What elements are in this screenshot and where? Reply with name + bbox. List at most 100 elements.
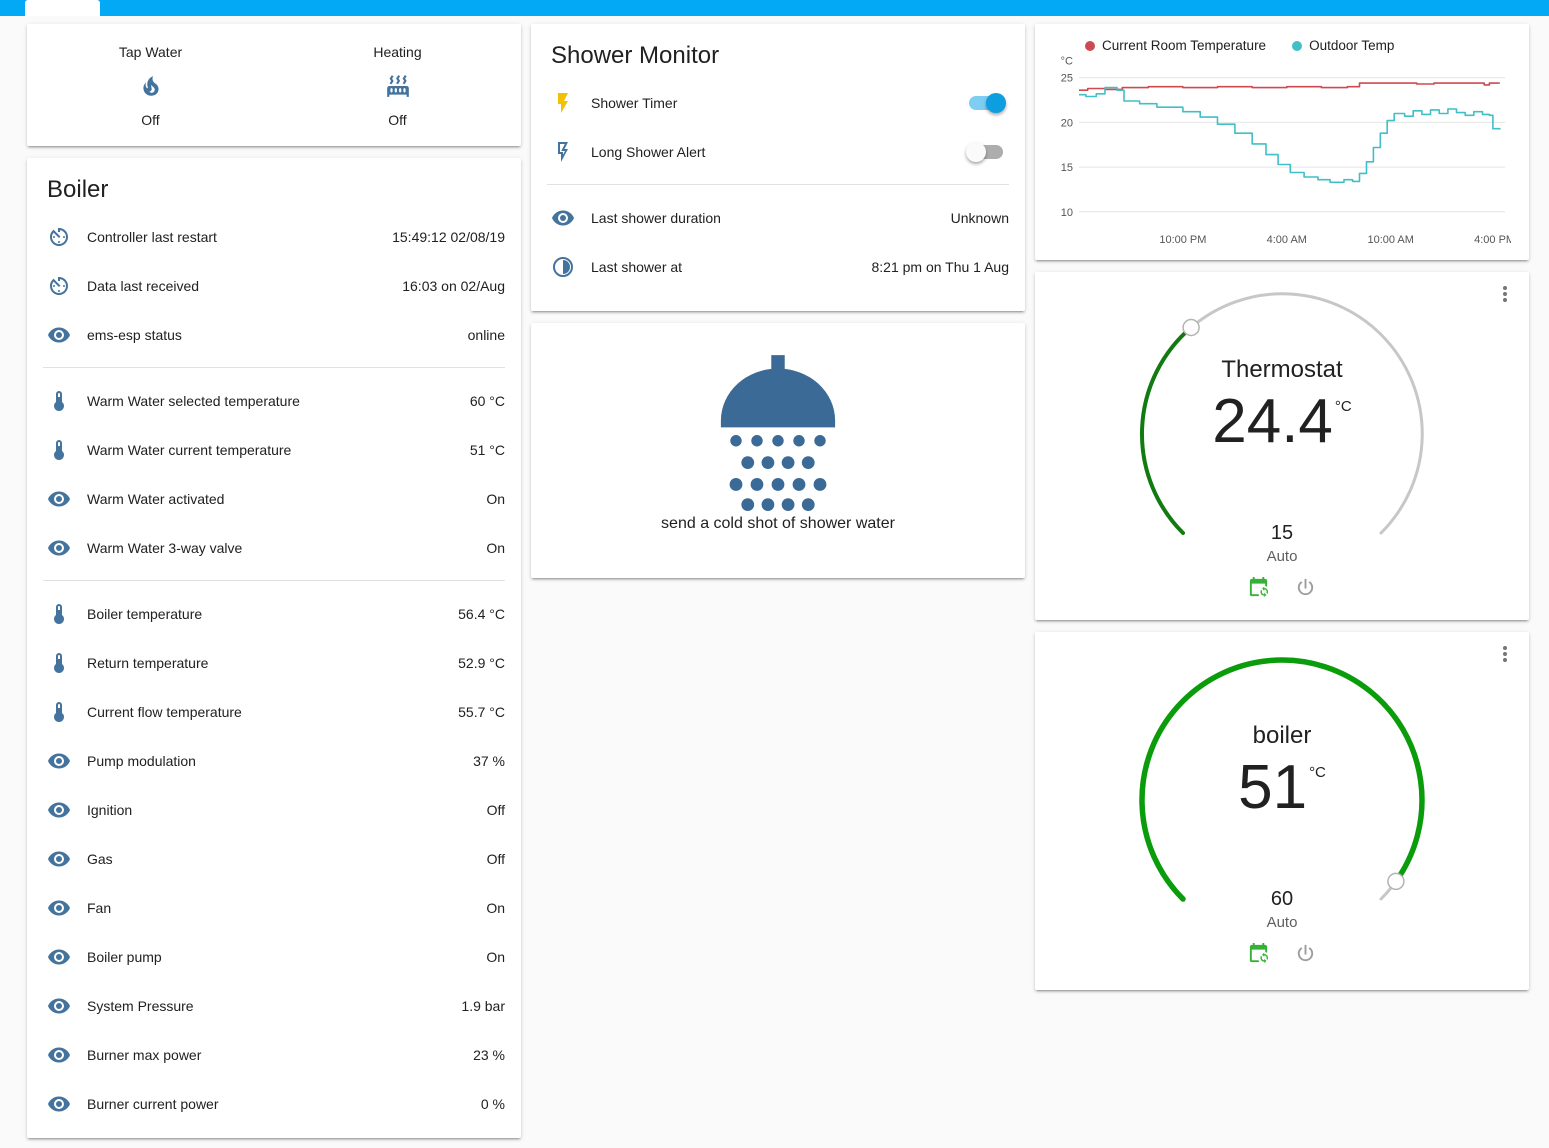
- radiator-icon: [385, 73, 411, 99]
- thermometer-icon: [47, 389, 71, 413]
- calendar-sync-icon[interactable]: [1247, 942, 1270, 965]
- entity-row[interactable]: Current flow temperature 55.7 °C: [43, 687, 505, 736]
- shower-timer-toggle[interactable]: [969, 92, 1006, 113]
- svg-text:10:00 PM: 10:00 PM: [1159, 234, 1206, 246]
- entity-name: Data last received: [87, 277, 200, 294]
- entity-row[interactable]: Fan On: [43, 883, 505, 932]
- hvac-mode: Auto: [1266, 548, 1298, 565]
- temperature-history-card[interactable]: Current Room Temperature Outdoor Temp 25…: [1035, 24, 1529, 260]
- power-icon[interactable]: [1294, 576, 1317, 599]
- entity-name: Shower Timer: [591, 94, 678, 111]
- svg-text:10: 10: [1061, 207, 1073, 219]
- boiler-dial[interactable]: [1127, 650, 1437, 976]
- boiler-card: Boiler Controller last restart 15:49:12 0…: [27, 158, 521, 1138]
- entity-name: Boiler temperature: [87, 605, 203, 622]
- entity-name: Controller last restart: [87, 228, 217, 245]
- cold-shot-caption: send a cold shot of shower water: [661, 515, 895, 532]
- toggle-thumb: [966, 141, 986, 162]
- entity-row[interactable]: Ignition Off: [43, 785, 505, 834]
- eye-icon: [47, 536, 71, 560]
- legend-item-outdoor-temp: Outdoor Temp: [1292, 38, 1394, 53]
- dashboard: Tap Water Off Heating Off Boiler Control…: [0, 16, 1549, 1148]
- entity-name: System Pressure: [87, 997, 194, 1014]
- entity-value: 55.7 °C: [458, 703, 505, 720]
- entity-name: Current flow temperature: [87, 703, 242, 720]
- thermometer-icon: [47, 438, 71, 462]
- eye-icon: [47, 749, 71, 773]
- entity-name: Last shower at: [591, 258, 683, 275]
- entity-name: Warm Water 3-way valve: [87, 539, 243, 556]
- entity-value: 23 %: [473, 1046, 505, 1063]
- toggle-thumb: [986, 92, 1006, 113]
- glance-label: Tap Water: [118, 44, 183, 60]
- entity-row[interactable]: Controller last restart 15:49:12 02/08/19: [43, 212, 505, 261]
- glance-label: Heating: [373, 44, 422, 60]
- entity-name: Pump modulation: [87, 752, 196, 769]
- entity-row[interactable]: ems-esp status online: [43, 310, 505, 359]
- overflow-menu-icon[interactable]: [1493, 282, 1517, 306]
- active-view-tab[interactable]: [25, 0, 100, 16]
- entity-row-last-shower-duration[interactable]: Last shower duration Unknown: [547, 193, 1009, 242]
- entity-value: Off: [486, 850, 505, 867]
- calendar-sync-icon[interactable]: [1247, 576, 1270, 599]
- entity-row[interactable]: Warm Water 3-way valve On: [43, 523, 505, 572]
- glance-item-tap-water[interactable]: Tap Water Off: [27, 44, 274, 128]
- entity-row[interactable]: Warm Water selected temperature 60 °C: [43, 376, 505, 425]
- history-graph: 25 20 15 10 °C 10:00 PM 4:00 AM 10:00 AM 4:00 PM: [1061, 56, 1515, 246]
- overflow-menu-icon[interactable]: [1493, 642, 1517, 666]
- av-timer-icon: [47, 225, 71, 249]
- temperature-unit: °C: [1334, 398, 1352, 415]
- cold-shot-action-card[interactable]: send a cold shot of shower water: [531, 323, 1025, 578]
- glance-state: Off: [141, 112, 160, 128]
- entity-value: 15:49:12 02/08/19: [392, 228, 505, 245]
- entity-row[interactable]: Warm Water activated On: [43, 474, 505, 523]
- shower-head-icon: [694, 345, 862, 513]
- entity-value: 1.9 bar: [461, 997, 505, 1014]
- entity-row[interactable]: Pump modulation 37 %: [43, 736, 505, 785]
- entity-name: Ignition: [87, 801, 133, 818]
- eye-icon: [47, 487, 71, 511]
- svg-text:20: 20: [1061, 117, 1073, 129]
- entity-row-shower-timer[interactable]: Shower Timer: [547, 78, 1009, 127]
- glance-item-heating[interactable]: Heating Off: [274, 44, 521, 128]
- svg-text:°C: °C: [1061, 56, 1073, 68]
- entity-row[interactable]: Boiler temperature 56.4 °C: [43, 589, 505, 638]
- clock-icon: [551, 255, 575, 279]
- entity-row[interactable]: Data last received 16:03 on 02/Aug: [43, 261, 505, 310]
- current-temperature: 24.4 °C: [1127, 387, 1437, 456]
- entity-value: 37 %: [473, 752, 505, 769]
- chart-legend: Current Room Temperature Outdoor Temp: [1085, 38, 1521, 53]
- svg-text:4:00 AM: 4:00 AM: [1267, 234, 1307, 246]
- card-title-shower-monitor: Shower Monitor: [551, 42, 720, 69]
- entity-value: On: [486, 539, 505, 556]
- legend-dot-red: [1085, 40, 1095, 51]
- gauge-actions: [1127, 576, 1437, 599]
- entity-value: On: [486, 899, 505, 916]
- entity-row[interactable]: Burner max power 23 %: [43, 1030, 505, 1079]
- entity-row[interactable]: Gas Off: [43, 834, 505, 883]
- thermometer-icon: [47, 700, 71, 724]
- power-icon[interactable]: [1294, 942, 1317, 965]
- eye-icon: [47, 945, 71, 969]
- entity-row[interactable]: Burner current power 0 %: [43, 1079, 505, 1128]
- entity-row[interactable]: System Pressure 1.9 bar: [43, 981, 505, 1030]
- entity-row-last-shower-at[interactable]: Last shower at 8:21 pm on Thu 1 Aug: [547, 242, 1009, 291]
- operation-mode: Auto: [1266, 914, 1298, 931]
- entity-name: Gas: [87, 850, 113, 867]
- entity-value: On: [486, 490, 505, 507]
- entity-row[interactable]: Boiler pump On: [43, 932, 505, 981]
- entity-row[interactable]: Warm Water current temperature 51 °C: [43, 425, 505, 474]
- thermometer-icon: [47, 602, 71, 626]
- thermostat-dial[interactable]: [1127, 284, 1437, 610]
- column-middle: Shower Monitor Shower Timer Long Shower …: [531, 24, 1025, 578]
- gauge-title: Thermostat: [1221, 356, 1343, 383]
- shower-monitor-card: Shower Monitor Shower Timer Long Shower …: [531, 24, 1025, 311]
- entity-row[interactable]: Return temperature 52.9 °C: [43, 638, 505, 687]
- long-shower-alert-toggle[interactable]: [966, 141, 1003, 162]
- thermostat-card: Thermostat 24.4 °C 15 Auto: [1035, 272, 1529, 620]
- entity-name: Fan: [87, 899, 112, 916]
- thermostat-gauge: Thermostat 24.4 °C 15 Auto: [1127, 284, 1437, 610]
- entity-row-long-shower-alert[interactable]: Long Shower Alert: [547, 127, 1009, 176]
- gauge-actions: [1127, 942, 1437, 965]
- temperature-value: 24.4: [1212, 387, 1333, 456]
